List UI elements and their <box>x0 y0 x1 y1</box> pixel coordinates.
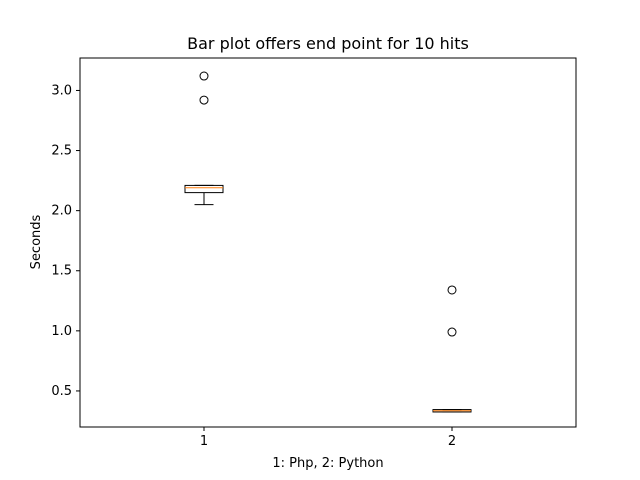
outlier-point <box>199 95 209 105</box>
y-tick-label: 2.0 <box>51 204 72 219</box>
outlier-point <box>447 285 457 295</box>
outlier-point <box>199 71 209 81</box>
y-tick-label: 0.5 <box>51 384 72 399</box>
plot-area: 0.5 1.0 1.5 2.0 2.5 3.0 1 2 <box>51 57 577 449</box>
chart-title: Bar plot offers end point for 10 hits <box>187 34 469 53</box>
box <box>184 184 224 194</box>
x-tick-label: 2 <box>448 434 456 449</box>
y-axis-label: Seconds <box>29 214 44 269</box>
y-tick-label: 1.0 <box>51 324 72 339</box>
outlier-point <box>447 327 457 337</box>
x-axis-label: 1: Php, 2: Python <box>272 456 383 471</box>
y-tick-label: 2.5 <box>51 144 72 159</box>
y-tick-label: 1.5 <box>51 264 72 279</box>
x-tick-label: 1 <box>200 434 208 449</box>
y-tick-label: 3.0 <box>51 83 72 98</box>
axes-frame <box>79 57 577 428</box>
